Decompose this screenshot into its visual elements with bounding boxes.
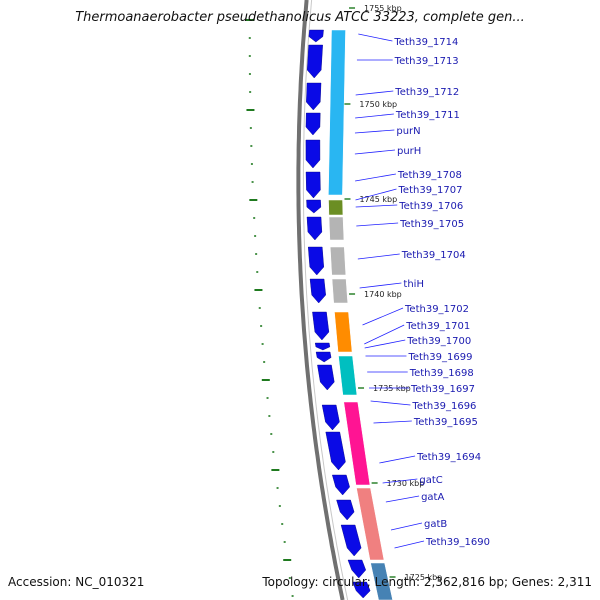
leader-line <box>359 282 402 289</box>
backbone-outer <box>296 0 345 600</box>
forward-gene-arrow <box>352 581 371 599</box>
leader-line <box>364 324 405 345</box>
leader-line <box>354 129 395 134</box>
gene-label: Teth39_1690 <box>425 537 490 548</box>
leader-line <box>358 33 393 42</box>
leader-line <box>357 253 400 260</box>
gene-label: Teth39_1712 <box>394 87 459 98</box>
forward-gene-arrow <box>309 278 326 304</box>
map-title: Thermoanaerobacter pseudethanolicus ATCC… <box>75 10 525 25</box>
gene-label: Teth39_1700 <box>406 336 471 347</box>
leader-line <box>354 149 396 155</box>
forward-gene-arrow <box>308 246 324 276</box>
kbp-label: 1750 kbp <box>359 100 397 109</box>
backbone-ring <box>296 0 349 600</box>
cog-segment <box>328 199 344 216</box>
forward-gene-arrow <box>332 474 350 496</box>
gene-label: gatB <box>424 519 447 530</box>
kbp-label: 1740 kbp <box>364 290 402 299</box>
forward-gene-arrow <box>314 342 331 351</box>
gene-label: Teth39_1708 <box>397 170 462 181</box>
kbp-label: 1755 kbp <box>364 4 402 13</box>
kbp-label: 1735 kbp <box>373 384 411 393</box>
backbone-inner <box>302 0 349 600</box>
kbp-markers: 1755 kbp 1750 kbp 1745 kbp 1740 kbp 1735 kbp… <box>344 4 442 582</box>
gene-label: thiH <box>403 279 424 290</box>
forward-gene-arrow <box>306 216 323 241</box>
forward-gene-arrow <box>315 351 332 363</box>
cog-segment <box>338 355 358 396</box>
forward-gene-arrow <box>347 559 366 579</box>
leader-line <box>355 204 398 208</box>
gene-label: Teth39_1696 <box>411 401 476 412</box>
kbp-label: 1745 kbp <box>359 195 397 204</box>
forward-gene-arrow <box>306 82 322 111</box>
leader-line <box>379 455 416 464</box>
forward-gene-arrow <box>305 139 321 169</box>
genome-summary: Topology: circular; Length: 2,362,816 bp… <box>262 575 592 589</box>
forward-gene-arrow <box>325 431 346 471</box>
forward-gene-arrow <box>307 44 323 79</box>
forward-gene-arrow <box>336 499 355 521</box>
cog-segment <box>334 311 353 353</box>
gene-label: Teth39_1711 <box>395 110 460 121</box>
leader-line <box>373 420 412 424</box>
gene-label: Teth39_1714 <box>393 37 458 48</box>
forward-gene-arrow <box>317 364 335 391</box>
kbp-label: 1725 kbp <box>405 573 443 582</box>
gene-label: Teth39_1694 <box>416 452 481 463</box>
gene-label: gatC <box>419 475 442 486</box>
gene-labels: Teth39_1714 Teth39_1713 Teth39_1712 Teth39_… <box>354 33 490 549</box>
gene-label: Teth39_1706 <box>398 201 463 212</box>
leader-line <box>355 90 394 96</box>
gene-label: Teth39_1698 <box>409 368 474 379</box>
cog-segment <box>329 246 347 276</box>
leader-line <box>364 339 406 349</box>
leader-line <box>355 188 397 201</box>
leader-line <box>355 113 394 119</box>
cog-segment <box>370 562 393 600</box>
forward-gene-arrow <box>340 524 362 557</box>
tick-marks <box>245 19 294 597</box>
forward-gene-arrow <box>312 311 330 341</box>
gene-label: Teth39_1707 <box>398 185 463 196</box>
gene-label: Teth39_1697 <box>410 384 475 395</box>
gene-label: purH <box>397 146 421 157</box>
leader-line <box>362 307 404 326</box>
forward-gene-arrow <box>305 171 321 199</box>
gene-label: Teth39_1695 <box>413 417 478 428</box>
forward-gene-arrow <box>308 29 324 43</box>
kbp-label: 1730 kbp <box>387 479 425 488</box>
cog-segment <box>331 278 348 304</box>
cog-segment <box>328 29 346 196</box>
gene-label: Teth39_1713 <box>394 56 459 67</box>
gene-label: gatA <box>421 492 444 503</box>
forward-gene-arrow <box>306 199 322 214</box>
cog-segment <box>328 216 345 241</box>
accession-text: Accession: NC_010321 <box>8 575 145 589</box>
gene-label: Teth39_1702 <box>404 304 469 315</box>
forward-strand-genes <box>305 29 371 599</box>
gene-label: Teth39_1704 <box>401 250 466 261</box>
gene-label: purN <box>396 126 420 137</box>
forward-gene-arrow <box>305 112 321 136</box>
gene-label: Teth39_1701 <box>405 321 470 332</box>
leader-line <box>394 540 425 549</box>
leader-line <box>356 222 399 227</box>
leader-line <box>355 173 396 182</box>
cog-color-track <box>328 29 393 600</box>
cog-segment <box>343 401 371 486</box>
cog-segment <box>356 487 385 561</box>
leader-line <box>382 478 418 484</box>
leader-line <box>390 522 423 531</box>
gene-label: Teth39_1699 <box>407 352 472 363</box>
forward-gene-arrow <box>321 404 340 431</box>
gene-label: Teth39_1705 <box>399 219 464 230</box>
leader-line <box>385 495 420 503</box>
leader-line <box>370 400 411 406</box>
